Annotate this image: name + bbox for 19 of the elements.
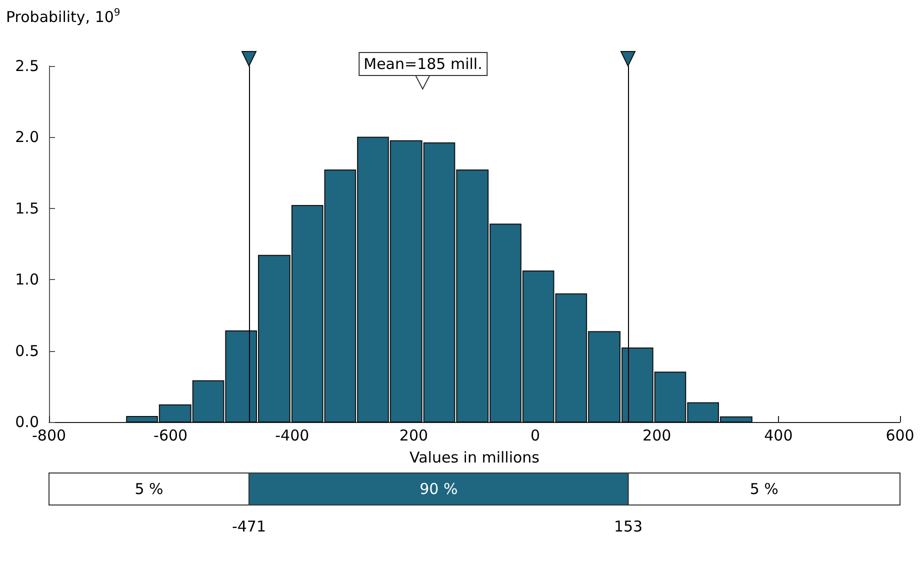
x-tick-label: 0 [530,426,540,444]
x-tick-label: 200 [399,426,428,444]
x-tick-label: 400 [764,426,793,444]
x-tick-label: 200 [642,426,672,444]
x-axis-title: Values in millions [410,448,540,466]
x-tick-label: -600 [154,426,188,444]
y-tick-label: 0.5 [15,342,39,360]
x-tick-label: 600 [886,426,914,444]
annotation: 90 % [420,480,458,498]
annotation: Mean=185 mill. [358,52,488,76]
x-tick-label: 153 [614,518,643,536]
y-tick-label: 1.0 [15,270,39,289]
y-tick-label: 2.5 [15,57,39,75]
y-tick-label: 2.0 [15,128,39,146]
x-tick-label: -471 [232,518,266,536]
x-tick-label: -400 [275,426,310,444]
y-tick-label: 1.5 [15,199,39,218]
annotation: 5 % [750,480,778,498]
annotation: 5 % [134,480,164,498]
